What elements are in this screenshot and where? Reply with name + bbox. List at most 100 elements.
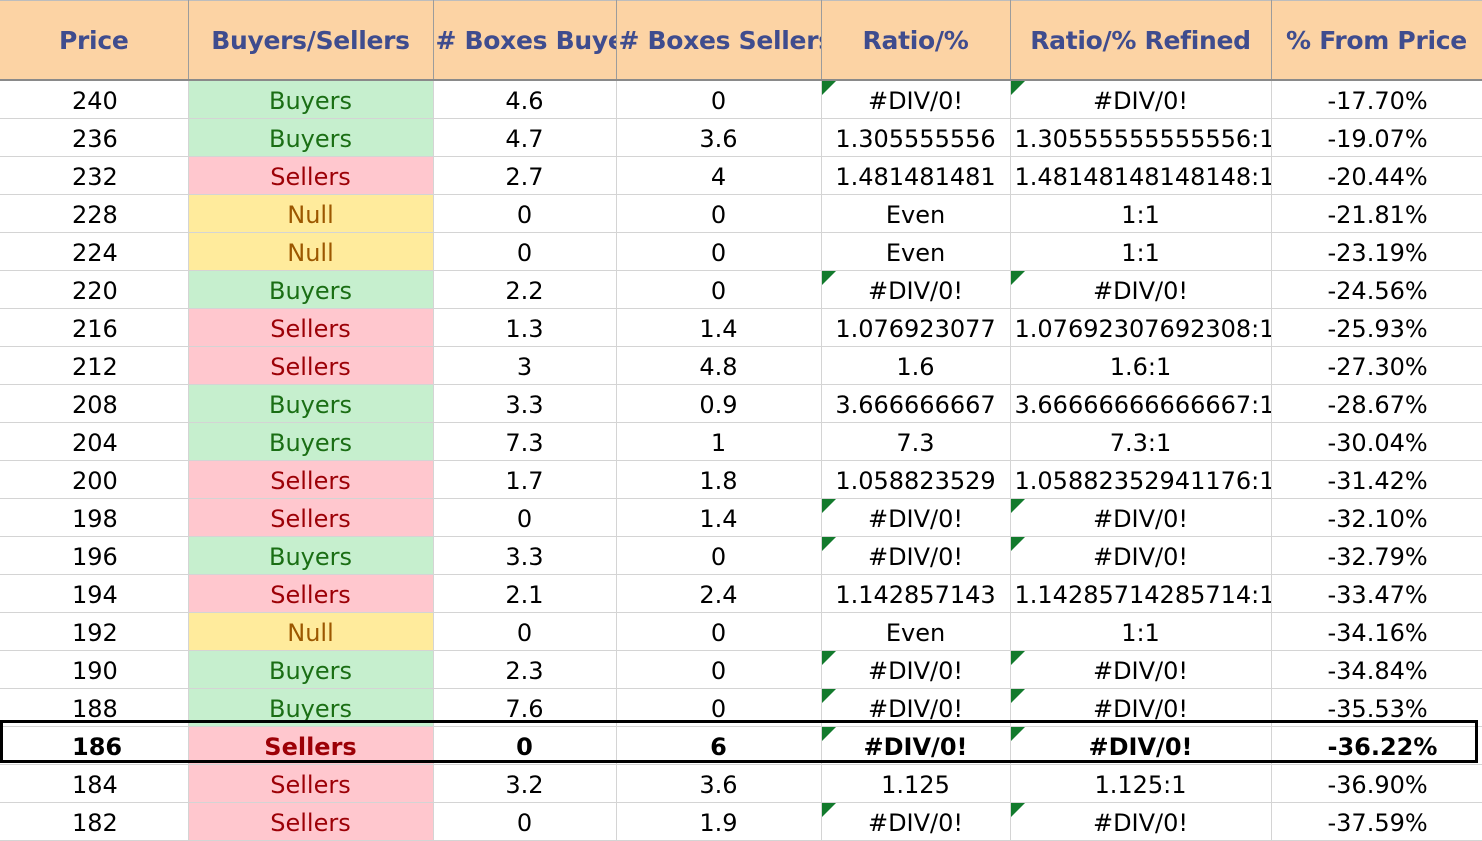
ratio-cell[interactable]: #DIV/0! bbox=[821, 536, 1011, 575]
buyers-sellers-cell[interactable]: Buyers bbox=[188, 270, 434, 309]
price-cell[interactable]: 200 bbox=[0, 460, 189, 499]
boxes-buyers-cell[interactable]: 1.7 bbox=[433, 460, 617, 499]
buyers-sellers-cell[interactable]: Sellers bbox=[188, 346, 434, 385]
header-price[interactable]: Price bbox=[0, 0, 189, 81]
buyers-sellers-cell[interactable]: Buyers bbox=[188, 688, 434, 727]
boxes-buyers-cell[interactable]: 7.6 bbox=[433, 688, 617, 727]
ratio-refined-cell[interactable]: #DIV/0! bbox=[1010, 80, 1272, 119]
boxes-buyers-cell[interactable]: 0 bbox=[433, 612, 617, 651]
error-indicator-icon[interactable] bbox=[821, 271, 836, 285]
ratio-refined-cell[interactable]: 1:1 bbox=[1010, 612, 1272, 651]
price-cell[interactable]: 194 bbox=[0, 574, 189, 613]
ratio-cell[interactable]: 3.666666667 bbox=[821, 384, 1011, 423]
error-indicator-icon[interactable] bbox=[821, 651, 836, 665]
ratio-cell[interactable]: Even bbox=[821, 612, 1011, 651]
pct-from-price-cell[interactable]: -31.42% bbox=[1271, 460, 1482, 499]
pct-from-price-cell[interactable]: -36.90% bbox=[1271, 764, 1482, 803]
pct-from-price-cell[interactable]: -35.53% bbox=[1271, 688, 1482, 727]
price-cell[interactable]: 240 bbox=[0, 80, 189, 119]
ratio-cell[interactable]: #DIV/0! bbox=[821, 650, 1011, 689]
ratio-cell[interactable]: 1.481481481 bbox=[821, 156, 1011, 195]
buyers-sellers-cell[interactable]: Buyers bbox=[188, 384, 434, 423]
error-indicator-icon[interactable] bbox=[821, 537, 836, 551]
buyers-sellers-cell[interactable]: Sellers bbox=[188, 156, 434, 195]
price-cell[interactable]: 216 bbox=[0, 308, 189, 347]
pct-from-price-cell[interactable]: -19.07% bbox=[1271, 118, 1482, 157]
ratio-cell[interactable]: #DIV/0! bbox=[821, 726, 1011, 765]
price-cell[interactable]: 188 bbox=[0, 688, 189, 727]
boxes-buyers-cell[interactable]: 0 bbox=[433, 726, 617, 765]
boxes-buyers-cell[interactable]: 0 bbox=[433, 232, 617, 271]
boxes-sellers-cell[interactable]: 1 bbox=[616, 422, 822, 461]
ratio-cell[interactable]: 7.3 bbox=[821, 422, 1011, 461]
ratio-refined-cell[interactable]: #DIV/0! bbox=[1010, 802, 1272, 841]
boxes-sellers-cell[interactable]: 1.8 bbox=[616, 460, 822, 499]
ratio-refined-cell[interactable]: 3.66666666666667:1 bbox=[1010, 384, 1272, 423]
boxes-sellers-cell[interactable]: 1.4 bbox=[616, 308, 822, 347]
error-indicator-icon[interactable] bbox=[821, 499, 836, 513]
ratio-refined-cell[interactable]: 7.3:1 bbox=[1010, 422, 1272, 461]
pct-from-price-cell[interactable]: -23.19% bbox=[1271, 232, 1482, 271]
price-cell[interactable]: 220 bbox=[0, 270, 189, 309]
boxes-buyers-cell[interactable]: 2.1 bbox=[433, 574, 617, 613]
ratio-refined-cell[interactable]: 1.125:1 bbox=[1010, 764, 1272, 803]
ratio-cell[interactable]: #DIV/0! bbox=[821, 270, 1011, 309]
buyers-sellers-cell[interactable]: Sellers bbox=[188, 764, 434, 803]
ratio-refined-cell[interactable]: 1.30555555555556:1 bbox=[1010, 118, 1272, 157]
boxes-buyers-cell[interactable]: 4.6 bbox=[433, 80, 617, 119]
price-cell[interactable]: 204 bbox=[0, 422, 189, 461]
boxes-sellers-cell[interactable]: 0 bbox=[616, 270, 822, 309]
boxes-sellers-cell[interactable]: 1.4 bbox=[616, 498, 822, 537]
buyers-sellers-cell[interactable]: Buyers bbox=[188, 650, 434, 689]
buyers-sellers-cell[interactable]: Null bbox=[188, 612, 434, 651]
ratio-refined-cell[interactable]: 1.07692307692308:1 bbox=[1010, 308, 1272, 347]
boxes-sellers-cell[interactable]: 3.6 bbox=[616, 118, 822, 157]
buyers-sellers-cell[interactable]: Null bbox=[188, 194, 434, 233]
ratio-refined-cell[interactable]: #DIV/0! bbox=[1010, 498, 1272, 537]
boxes-sellers-cell[interactable]: 0.9 bbox=[616, 384, 822, 423]
error-indicator-icon[interactable] bbox=[821, 689, 836, 703]
buyers-sellers-cell[interactable]: Buyers bbox=[188, 536, 434, 575]
error-indicator-icon[interactable] bbox=[821, 81, 836, 95]
price-cell[interactable]: 232 bbox=[0, 156, 189, 195]
price-cell[interactable]: 212 bbox=[0, 346, 189, 385]
boxes-sellers-cell[interactable]: 0 bbox=[616, 650, 822, 689]
pct-from-price-cell[interactable]: -25.93% bbox=[1271, 308, 1482, 347]
boxes-buyers-cell[interactable]: 3 bbox=[433, 346, 617, 385]
price-cell[interactable]: 184 bbox=[0, 764, 189, 803]
pct-from-price-cell[interactable]: -36.22% bbox=[1271, 726, 1482, 765]
price-cell[interactable]: 208 bbox=[0, 384, 189, 423]
ratio-refined-cell[interactable]: 1.6:1 bbox=[1010, 346, 1272, 385]
error-indicator-icon[interactable] bbox=[1010, 727, 1025, 741]
header-ratio[interactable]: Ratio/% bbox=[821, 0, 1011, 81]
buyers-sellers-cell[interactable]: Buyers bbox=[188, 118, 434, 157]
boxes-buyers-cell[interactable]: 3.3 bbox=[433, 536, 617, 575]
error-indicator-icon[interactable] bbox=[1010, 803, 1025, 817]
ratio-cell[interactable]: 1.142857143 bbox=[821, 574, 1011, 613]
ratio-refined-cell[interactable]: 1.14285714285714:1 bbox=[1010, 574, 1272, 613]
ratio-cell[interactable]: 1.6 bbox=[821, 346, 1011, 385]
buyers-sellers-cell[interactable]: Sellers bbox=[188, 308, 434, 347]
buyers-sellers-cell[interactable]: Sellers bbox=[188, 802, 434, 841]
boxes-buyers-cell[interactable]: 0 bbox=[433, 498, 617, 537]
header-ratio-refined[interactable]: Ratio/% Refined bbox=[1010, 0, 1272, 81]
boxes-sellers-cell[interactable]: 0 bbox=[616, 80, 822, 119]
pct-from-price-cell[interactable]: -20.44% bbox=[1271, 156, 1482, 195]
boxes-buyers-cell[interactable]: 2.2 bbox=[433, 270, 617, 309]
boxes-buyers-cell[interactable]: 2.3 bbox=[433, 650, 617, 689]
buyers-sellers-cell[interactable]: Sellers bbox=[188, 574, 434, 613]
boxes-buyers-cell[interactable]: 1.3 bbox=[433, 308, 617, 347]
error-indicator-icon[interactable] bbox=[1010, 499, 1025, 513]
boxes-sellers-cell[interactable]: 0 bbox=[616, 688, 822, 727]
price-cell[interactable]: 196 bbox=[0, 536, 189, 575]
ratio-cell[interactable]: 1.125 bbox=[821, 764, 1011, 803]
ratio-refined-cell[interactable]: 1.48148148148148:1 bbox=[1010, 156, 1272, 195]
error-indicator-icon[interactable] bbox=[1010, 689, 1025, 703]
price-cell[interactable]: 182 bbox=[0, 802, 189, 841]
price-cell[interactable]: 236 bbox=[0, 118, 189, 157]
pct-from-price-cell[interactable]: -32.10% bbox=[1271, 498, 1482, 537]
boxes-sellers-cell[interactable]: 0 bbox=[616, 194, 822, 233]
boxes-buyers-cell[interactable]: 7.3 bbox=[433, 422, 617, 461]
ratio-refined-cell[interactable]: #DIV/0! bbox=[1010, 688, 1272, 727]
error-indicator-icon[interactable] bbox=[821, 803, 836, 817]
